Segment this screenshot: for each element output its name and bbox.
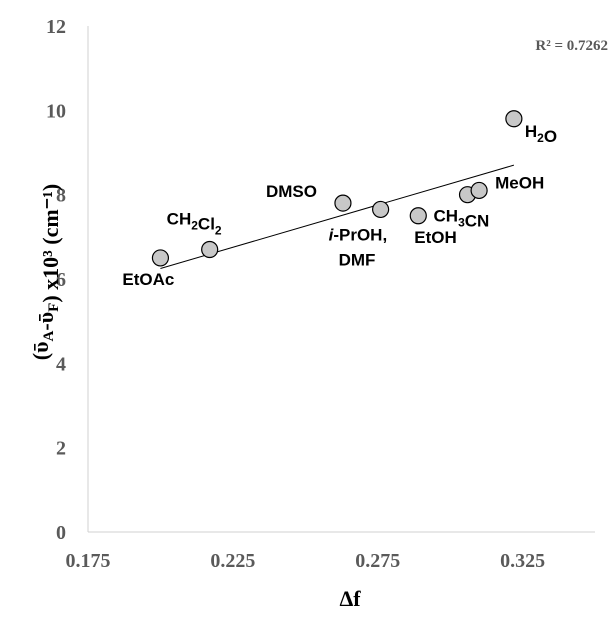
y-tick-label: 10 [46,100,66,122]
data-point [151,249,170,267]
y-axis-title: (ῡA-ῡF) x10³ (cm⁻¹) [28,184,63,360]
y-tick-label: 8 [56,185,66,207]
point-label: CH2Cl2 [167,209,222,237]
r-squared-label: R² = 0.7262 [535,38,608,54]
data-point [470,181,488,200]
point-label: i-PrOH, DMF [329,225,388,269]
data-point [372,200,390,219]
point-label: CH3CN [434,207,490,231]
x-tick-label: 0.325 [500,550,545,572]
y-tick-label: 4 [56,353,66,375]
x-tick-label: 0.175 [66,550,111,572]
tick-labels: 0 2 4 6 8 10 12 0.175 0.225 0.275 0.325 [46,16,545,572]
axes [87,26,595,533]
x-axis-title: Δf [339,586,361,611]
x-tick-label: 0.225 [210,550,255,572]
x-tick-label: 0.275 [355,550,400,572]
point-label: EtOAc [122,270,174,289]
trendline [160,164,515,269]
trendline-group [160,164,515,269]
point-label: EtOH [414,228,457,247]
data-point [334,194,352,212]
data-point [409,207,427,225]
data-point [505,110,523,128]
y-tick-label: 12 [46,16,66,38]
point-label: MeOH [495,173,544,192]
y-tick-label: 0 [56,522,66,544]
data-point [201,240,219,259]
y-tick-label: 2 [56,438,66,460]
point-label: DMSO [266,182,317,201]
data-points [151,110,523,267]
y-tick-label: 6 [56,269,66,291]
point-label: H2O [525,122,557,146]
